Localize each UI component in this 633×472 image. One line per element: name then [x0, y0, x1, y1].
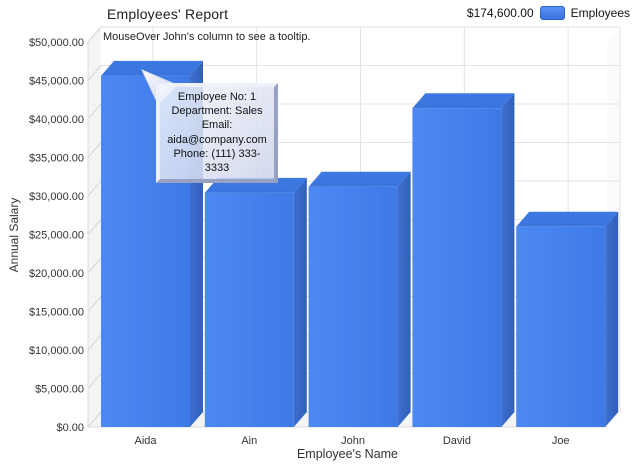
gridline-tick-diagonal — [87, 26, 102, 43]
x-category-label: Aida — [134, 435, 157, 447]
y-tick-label: $40,000.00 — [29, 114, 84, 126]
gridline-tick-diagonal — [87, 334, 102, 351]
chart-title: Employees' Report — [107, 6, 229, 22]
bar-joe[interactable] — [516, 211, 619, 427]
y-tick-label: $10,000.00 — [29, 345, 84, 357]
gridline-tick-diagonal — [87, 373, 102, 389]
bar-top-face[interactable] — [101, 60, 203, 76]
bar-front-face[interactable] — [308, 186, 398, 427]
bar-side-face[interactable] — [293, 177, 307, 427]
bar-side-face[interactable] — [501, 93, 515, 427]
bar-top-face[interactable] — [412, 93, 515, 109]
y-tick-label: $0.00 — [56, 422, 84, 434]
legend-swatch-icon — [539, 6, 565, 20]
gridline-tick-diagonal — [87, 296, 102, 312]
bar-top-face[interactable] — [516, 211, 619, 227]
y-tick-label: $20,000.00 — [29, 268, 84, 280]
y-tick-label: $35,000.00 — [29, 153, 84, 165]
y-tick-label: $45,000.00 — [29, 76, 84, 88]
bar-aida[interactable] — [101, 60, 203, 427]
bar-top-face[interactable] — [204, 177, 307, 193]
bar-side-face[interactable] — [397, 171, 411, 427]
x-category-label: David — [443, 435, 471, 447]
bar-top-face[interactable] — [308, 171, 411, 187]
x-category-label: John — [341, 435, 365, 447]
legend-total-value: $174,600.00 — [466, 6, 534, 20]
gridline-tick-diagonal — [87, 257, 102, 274]
gridline-tick-diagonal — [87, 180, 102, 197]
y-tick-label: $30,000.00 — [29, 191, 84, 203]
y-tick-label: $25,000.00 — [29, 230, 84, 242]
bar-front-face[interactable] — [516, 226, 606, 427]
bar-side-face[interactable] — [190, 60, 203, 427]
gridline-tick-diagonal — [87, 103, 102, 120]
x-category-label: Ain — [241, 435, 257, 447]
gridline-tick-diagonal — [87, 411, 102, 428]
bar-david[interactable] — [412, 93, 515, 427]
bar-side-face[interactable] — [605, 211, 619, 427]
legend[interactable]: $174,600.00 Employees — [467, 6, 630, 20]
y-tick-label: $50,000.00 — [29, 37, 84, 49]
gridline-tick-diagonal — [87, 142, 102, 158]
x-category-label: Joe — [552, 435, 570, 447]
bar-john[interactable] — [308, 171, 411, 427]
bar-front-face[interactable] — [101, 75, 190, 427]
gridline-tick-diagonal — [87, 219, 102, 235]
y-tick-label: $15,000.00 — [29, 307, 84, 319]
bar-front-face[interactable] — [412, 108, 502, 427]
bar-ain[interactable] — [204, 177, 307, 427]
y-tick-label: $5,000.00 — [35, 384, 84, 396]
gridline-tick-diagonal — [87, 65, 102, 81]
bar-front-face[interactable] — [204, 192, 294, 427]
legend-series-label: Employees — [570, 6, 630, 20]
